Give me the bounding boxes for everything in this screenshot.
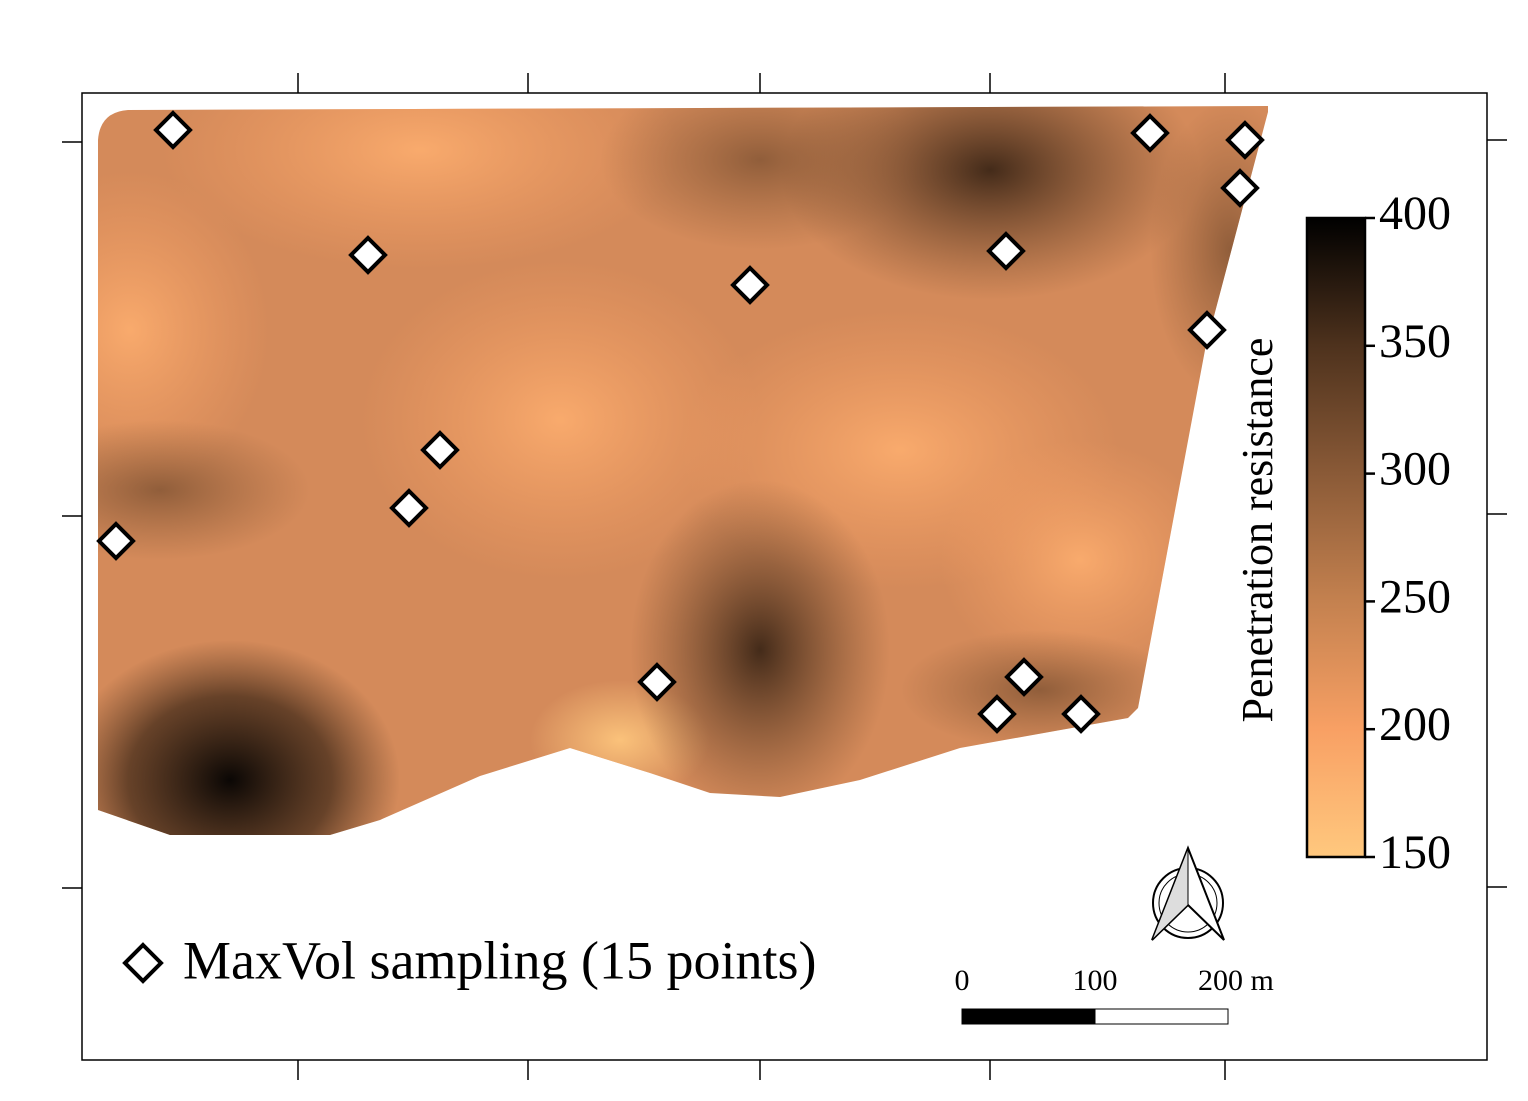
colorbar-tick-label: 200 bbox=[1379, 698, 1451, 751]
colorbar-tick-label: 150 bbox=[1379, 826, 1451, 879]
legend-label: MaxVol sampling (15 points) bbox=[183, 930, 817, 990]
north-arrow bbox=[1151, 845, 1225, 941]
colorbar-ramp bbox=[1305, 216, 1367, 859]
scale-label: 0 bbox=[955, 964, 970, 997]
scale-bar: 0 100 200 m bbox=[955, 964, 1274, 1025]
colorbar-tick-label: 250 bbox=[1379, 570, 1451, 623]
scale-label: 100 bbox=[1073, 964, 1118, 997]
colorbar: Penetration resistance 150 200 250 300 350 40… bbox=[1233, 187, 1451, 879]
resistance-raster bbox=[98, 106, 1268, 835]
map-frame bbox=[81, 92, 1488, 1061]
sampling-points bbox=[96, 110, 1265, 734]
colorbar-tick-label: 350 bbox=[1379, 315, 1451, 368]
scale-label: 200 m bbox=[1198, 964, 1274, 997]
legend: MaxVol sampling (15 points) bbox=[122, 930, 817, 990]
colorbar-tick-label: 300 bbox=[1379, 443, 1451, 496]
colorbar-tick-label: 400 bbox=[1379, 187, 1451, 240]
frame-ticks bbox=[62, 73, 1507, 1080]
colorbar-title: Penetration resistance bbox=[1233, 338, 1282, 723]
